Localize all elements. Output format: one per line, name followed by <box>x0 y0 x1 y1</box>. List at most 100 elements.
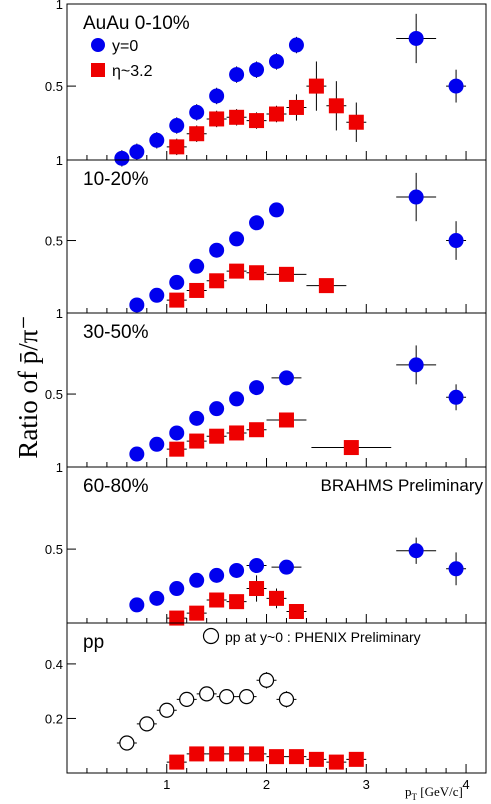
data-point <box>249 215 265 231</box>
data-point <box>249 558 265 574</box>
data-point <box>308 78 324 94</box>
x-axis-title: pT [GeV/c] <box>405 784 463 802</box>
data-point <box>189 605 205 621</box>
data-point <box>288 604 304 620</box>
panel-label: 60-80% <box>83 476 149 497</box>
panel-1: 0.5 1 AuAu 0-10% y=0 η~3.2 <box>45 0 487 167</box>
data-point <box>448 389 464 405</box>
data-point <box>278 559 294 575</box>
data-point <box>229 425 245 441</box>
panel-3: 0.5 1 30-50% <box>45 306 487 468</box>
data-point <box>258 672 275 688</box>
data-point <box>179 691 195 707</box>
data-point <box>169 754 185 770</box>
data-point <box>119 735 135 751</box>
y-tick-label: 1 <box>56 306 63 321</box>
data-point <box>229 594 245 610</box>
data-point <box>308 751 324 767</box>
data-point <box>408 357 424 373</box>
legend-marker <box>202 627 220 645</box>
legend-marker <box>91 63 105 77</box>
data-point <box>269 590 284 606</box>
panels: 0.5 1 AuAu 0-10% y=0 η~3.2 0.5 1 10-20% 0.5 1 30-5… <box>45 0 487 792</box>
data-point <box>209 242 225 258</box>
data-point <box>318 278 334 294</box>
panel-annotation: BRAHMS Preliminary <box>321 476 484 495</box>
data-point <box>129 144 145 160</box>
data-point <box>328 754 344 770</box>
data-point <box>249 265 265 281</box>
data-point <box>408 30 424 46</box>
y-tick-label: 0.5 <box>45 79 63 94</box>
data-point <box>189 410 205 426</box>
data-point <box>229 109 245 125</box>
data-point <box>269 749 284 765</box>
y-axis-title: Ratio of p̄/π⁻ <box>13 315 43 458</box>
data-point <box>229 231 245 247</box>
data-point <box>249 62 265 78</box>
x-tick-label: 4 <box>462 777 469 792</box>
y-tick-label: 1 <box>56 153 63 168</box>
data-point <box>129 446 145 462</box>
data-point <box>189 258 205 274</box>
data-point <box>408 189 424 205</box>
panel-2: 0.5 1 10-20% <box>45 153 487 314</box>
data-point <box>169 610 185 626</box>
data-point <box>278 412 294 428</box>
data-point <box>149 132 165 148</box>
data-point <box>209 111 225 127</box>
data-point <box>189 282 205 298</box>
data-point <box>169 425 185 441</box>
data-point <box>209 428 225 444</box>
data-point <box>278 266 294 282</box>
legend-label: y=0 <box>112 38 138 55</box>
data-point <box>229 562 245 578</box>
y-tick-label: 0.4 <box>45 657 63 672</box>
data-point <box>229 67 245 83</box>
data-point <box>189 126 205 142</box>
data-point <box>229 746 245 762</box>
x-axis-title-main: p <box>405 784 412 799</box>
data-point <box>149 590 165 606</box>
data-point <box>209 746 225 762</box>
data-point <box>209 88 225 104</box>
data-point <box>159 702 175 718</box>
data-point <box>448 78 464 94</box>
data-point <box>189 746 205 762</box>
data-point <box>189 433 205 449</box>
data-point <box>169 274 185 290</box>
y-tick-label: 1 <box>56 0 63 12</box>
data-point <box>209 592 225 608</box>
data-point <box>149 287 165 303</box>
data-point <box>229 263 245 279</box>
panel-label: AuAu 0-10% <box>83 13 190 34</box>
y-tick-label: 0.2 <box>45 711 63 726</box>
data-point <box>278 370 294 386</box>
data-point <box>229 391 245 407</box>
legend-label: pp at y~0 : PHENIX Preliminary <box>225 629 421 645</box>
data-point <box>448 233 464 249</box>
panel-label: 10-20% <box>83 169 149 190</box>
x-tick-label: 3 <box>363 777 370 792</box>
data-point <box>169 581 185 597</box>
panel-label: 30-50% <box>83 322 149 343</box>
data-point <box>129 297 145 313</box>
data-point <box>288 749 304 765</box>
data-point <box>169 118 185 134</box>
data-point <box>408 543 424 559</box>
x-axis-title-unit: [GeV/c] <box>417 784 463 799</box>
y-tick-label: 1 <box>56 460 63 475</box>
data-point <box>269 53 284 69</box>
data-point <box>249 422 265 438</box>
data-point <box>189 104 205 120</box>
data-point <box>288 99 304 115</box>
data-point <box>238 689 255 705</box>
x-tick-label: 1 <box>163 777 170 792</box>
data-point <box>249 581 265 597</box>
data-point <box>114 150 130 166</box>
data-point <box>343 440 359 456</box>
data-point <box>169 292 185 308</box>
y-tick-label: 0.5 <box>45 387 63 402</box>
data-point <box>209 401 225 417</box>
data-point <box>348 751 364 767</box>
